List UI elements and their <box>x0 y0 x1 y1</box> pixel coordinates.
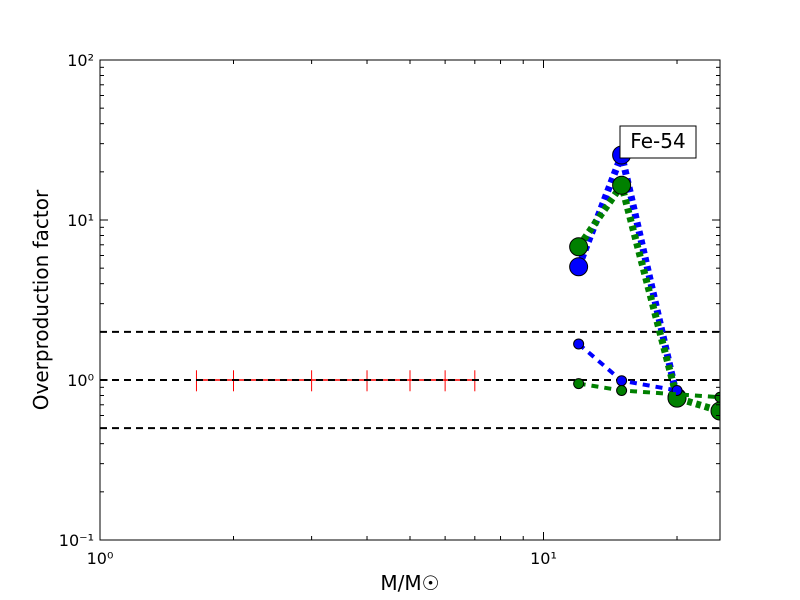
data-point <box>569 257 589 277</box>
data-point <box>612 175 632 195</box>
y-tick-label: 10¹ <box>67 211 94 230</box>
plot-area <box>100 142 720 430</box>
data-point <box>569 237 589 257</box>
y-tick-label: 10⁻¹ <box>59 531 94 550</box>
y-tick-label: 10⁰ <box>67 371 94 390</box>
data-point <box>616 384 628 396</box>
x-tick-label: 10¹ <box>530 549 557 568</box>
series-line <box>575 176 720 415</box>
y-axis-label: Overproduction factor <box>29 189 53 410</box>
data-point <box>616 375 628 387</box>
data-point <box>573 378 585 390</box>
annotation-box <box>619 125 697 159</box>
data-point <box>573 338 585 350</box>
x-tick-label: 10⁰ <box>87 549 114 568</box>
annotation: Fe-54 <box>630 129 685 153</box>
x-axis-label: M/M☉ <box>380 571 439 595</box>
y-tick-label: 10² <box>67 51 94 70</box>
data-point <box>714 391 720 403</box>
